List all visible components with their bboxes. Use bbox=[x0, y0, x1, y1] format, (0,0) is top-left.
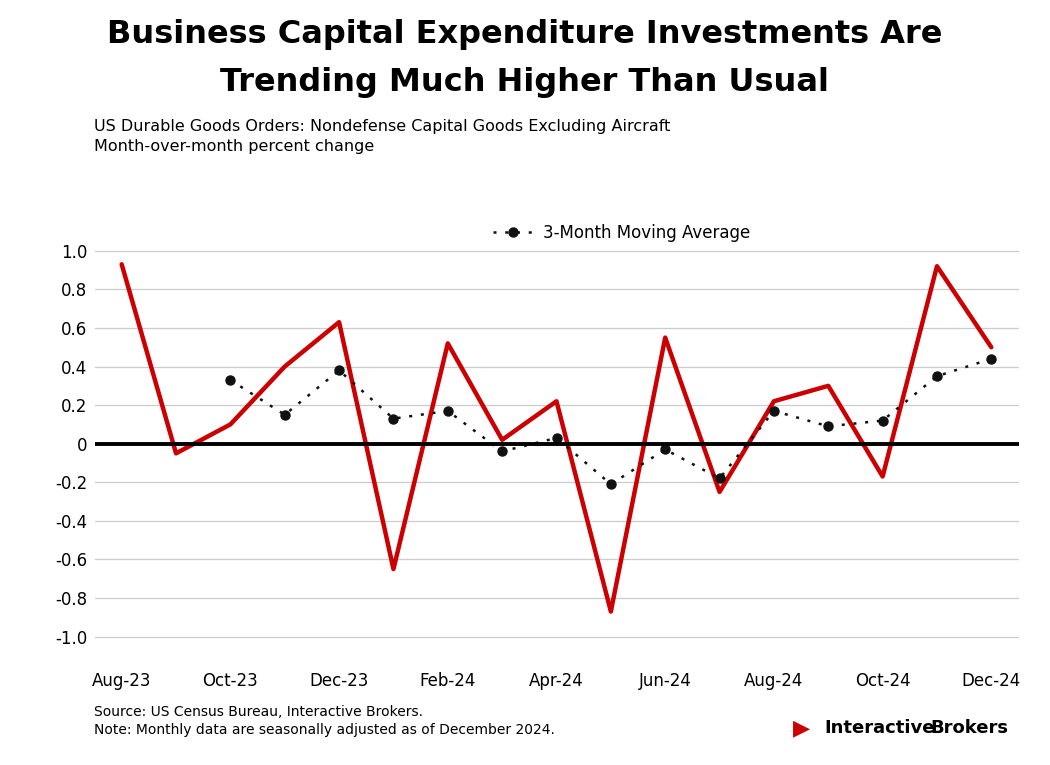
Text: Source: US Census Bureau, Interactive Brokers.: Source: US Census Bureau, Interactive Br… bbox=[94, 705, 423, 719]
Legend: 3-Month Moving Average: 3-Month Moving Average bbox=[486, 216, 756, 248]
Text: Brokers: Brokers bbox=[930, 719, 1008, 737]
Text: Business Capital Expenditure Investments Are: Business Capital Expenditure Investments… bbox=[107, 19, 943, 50]
Text: Trending Much Higher Than Usual: Trending Much Higher Than Usual bbox=[220, 67, 830, 99]
Text: Note: Monthly data are seasonally adjusted as of December 2024.: Note: Monthly data are seasonally adjust… bbox=[94, 723, 555, 737]
Text: Month-over-month percent change: Month-over-month percent change bbox=[94, 139, 375, 155]
Text: US Durable Goods Orders: Nondefense Capital Goods Excluding Aircraft: US Durable Goods Orders: Nondefense Capi… bbox=[94, 119, 671, 134]
Text: ▶: ▶ bbox=[793, 718, 810, 738]
Text: Interactive: Interactive bbox=[824, 719, 934, 737]
